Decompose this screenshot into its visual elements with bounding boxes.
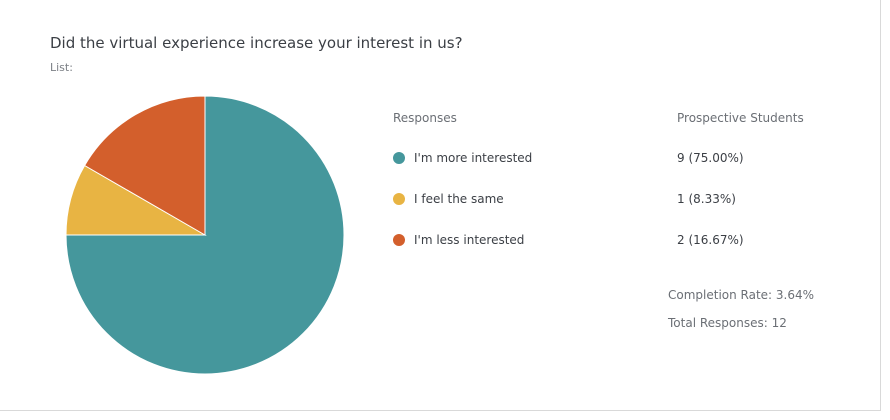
prospective-students-column-header: Prospective Students <box>677 111 804 125</box>
value-feel-the-same: 1 (8.33%) <box>677 192 736 206</box>
legend-item-more-interested: I'm more interested <box>393 149 532 167</box>
legend-dot-icon <box>393 152 405 164</box>
legend-item-feel-the-same: I feel the same <box>393 190 504 208</box>
legend-label: I'm more interested <box>414 151 533 165</box>
completion-rate: Completion Rate: 3.64% <box>668 288 815 302</box>
survey-question-card: Did the virtual experience increase your… <box>0 0 881 411</box>
chart-subtitle: List: <box>50 61 73 74</box>
legend-item-less-interested: I'm less interested <box>393 231 524 249</box>
value-more-interested: 9 (75.00%) <box>677 151 744 165</box>
legend-label: I'm less interested <box>414 233 525 247</box>
total-responses: Total Responses: 12 <box>668 316 787 330</box>
pie-chart <box>65 95 345 375</box>
legend-dot-icon <box>393 234 405 246</box>
pie-slice-more-interested <box>65 95 345 375</box>
legend-dot-icon <box>393 193 405 205</box>
pie-slice-less-interested <box>83 95 206 236</box>
legend-label: I feel the same <box>414 192 504 206</box>
responses-column-header: Responses <box>393 111 457 125</box>
value-less-interested: 2 (16.67%) <box>677 233 744 247</box>
chart-title: Did the virtual experience increase your… <box>50 34 463 52</box>
